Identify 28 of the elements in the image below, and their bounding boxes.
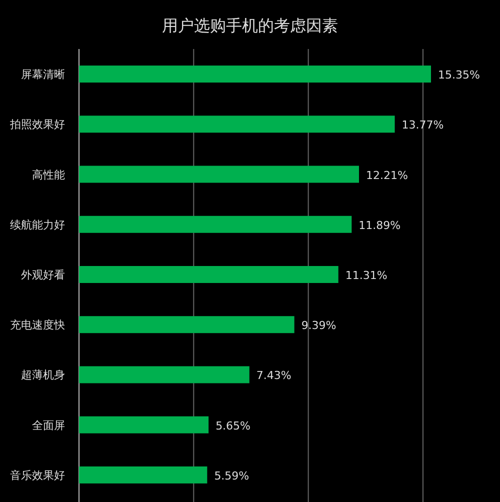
bar	[79, 166, 359, 183]
data-label: 5.65%	[216, 419, 251, 432]
y-tick-label: 超薄机身	[21, 368, 65, 382]
data-label: 15.35%	[438, 68, 480, 82]
y-tick-label: 屏幕清晰	[21, 68, 65, 82]
data-label: 11.31%	[345, 269, 388, 282]
data-label: 12.21%	[366, 168, 408, 182]
y-tick-label: 外观好看	[21, 268, 65, 282]
chart-title: 用户选购手机的考虑因素	[162, 16, 338, 35]
bar	[79, 66, 431, 83]
y-tick-label: 全面屏	[32, 418, 65, 432]
y-tick-label: 高性能	[32, 168, 65, 182]
data-label: 9.39%	[301, 319, 336, 332]
bar	[79, 216, 352, 233]
bar	[79, 116, 395, 133]
bar	[79, 266, 338, 283]
data-label: 7.43%	[256, 369, 292, 382]
data-label: 13.77%	[402, 118, 444, 132]
data-label: 5.59%	[214, 469, 250, 482]
bar	[79, 366, 250, 384]
bar	[79, 466, 208, 484]
data-label: 11.89%	[358, 218, 401, 232]
y-tick-label: 音乐效果好	[10, 468, 65, 482]
y-tick-label: 充电速度快	[10, 318, 65, 332]
bar	[79, 416, 209, 434]
y-tick-label: 拍照效果好	[9, 118, 65, 132]
y-tick-label: 续航能力好	[10, 218, 65, 232]
bar	[79, 316, 294, 334]
